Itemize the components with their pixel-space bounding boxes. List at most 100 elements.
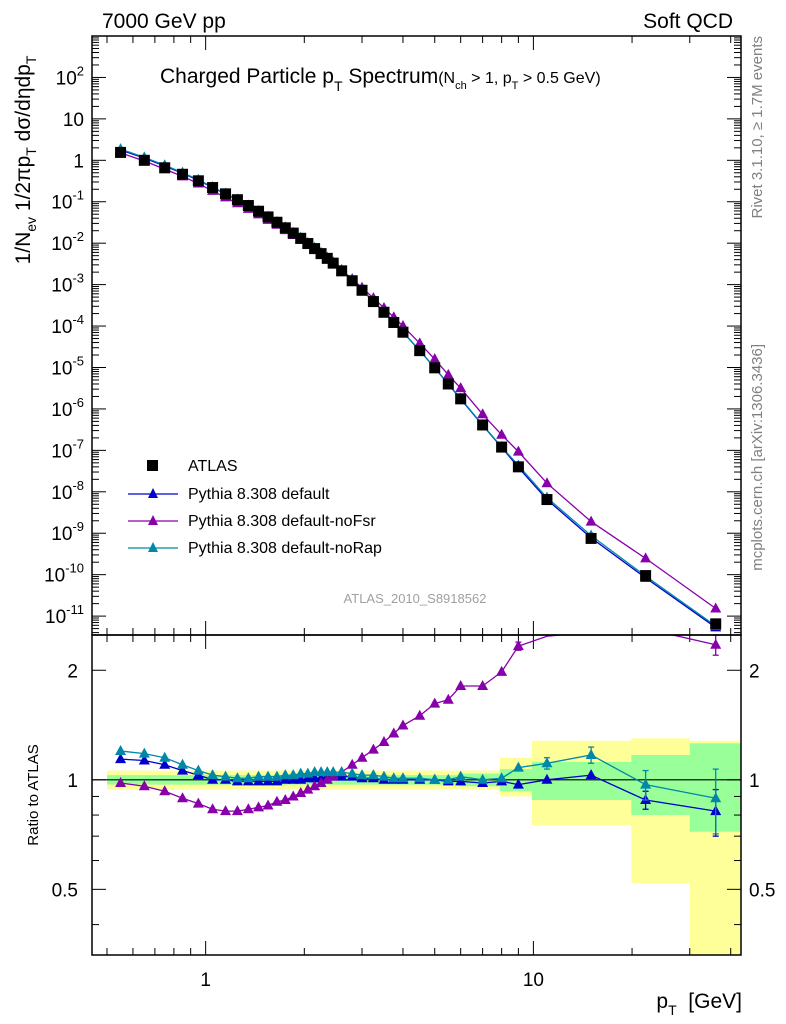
data-point: [442, 378, 454, 390]
ratio-series-marker-1: [356, 751, 368, 762]
title-cond-a-sub: ch: [455, 80, 467, 92]
x-axis-label: pT [GeV]: [656, 990, 742, 1018]
ratio-series-marker-1: [242, 803, 254, 814]
legend-marker-default: [148, 488, 158, 498]
ratio-series-marker-1: [231, 805, 243, 816]
ratio-series-marker-1: [512, 640, 524, 651]
upper-y-tick-label: 10-1: [51, 188, 84, 214]
ratio-series-marker-2: [336, 766, 348, 777]
ratio-series-marker-1: [115, 776, 127, 787]
data-point: [262, 211, 274, 223]
lower-y-tick-label: 0.5: [52, 880, 78, 901]
title-main-tail: Spectrum: [343, 65, 439, 88]
data-point: [220, 188, 232, 200]
analysis-watermark: ATLAS_2010_S8918562: [344, 591, 487, 606]
x-axis-label-main: p: [656, 990, 668, 1013]
lower-y-axis-label: Ratio to ATLAS: [25, 744, 42, 845]
ratio-series-marker-2: [585, 748, 597, 759]
data-point: [378, 306, 390, 318]
upper-y-tick-label: 10-11: [45, 602, 84, 628]
data-point: [477, 419, 489, 431]
ratio-series-marker-2: [207, 769, 219, 780]
ratio-series-marker-2: [397, 772, 409, 783]
data-point: [541, 494, 553, 506]
legend-marker-nofsr: [148, 515, 158, 525]
ratio-series-marker-2: [442, 773, 454, 784]
ratio-series-marker-1: [414, 709, 426, 720]
legend-label-nofsr: Pythia 8.308 default-noFsr: [188, 513, 376, 530]
data-point: [321, 252, 333, 264]
tick-labels: 1 10 102 10 1 10-1 10-2 10-3 10-4 10-5 10-6 10-7 10-…: [44, 63, 775, 991]
ratio-series-marker-2: [271, 770, 283, 781]
upper-y-tick-label: 1: [73, 151, 84, 172]
data-point: [512, 461, 524, 473]
data-point: [455, 393, 467, 405]
ratio-series-marker-1: [177, 792, 189, 803]
data-point: [496, 441, 508, 453]
header-left: 7000 GeV pp: [102, 10, 226, 33]
title-main: Charged Particle p: [160, 65, 334, 88]
ratio-series-marker-1: [397, 719, 409, 730]
upper-series: [115, 143, 722, 632]
upper-series-marker-1: [585, 515, 597, 526]
plot-title: Charged Particle pT Spectrum(Nch > 1, pT…: [160, 65, 601, 94]
data-point: [356, 284, 368, 296]
lower-y-tick-label-right: 0.5: [749, 880, 775, 901]
ratio-series-marker-1: [287, 790, 299, 801]
upper-y-tick-label: 10-5: [51, 353, 84, 379]
ratio-series-marker-1: [477, 680, 489, 691]
ratio-series-marker-2: [455, 770, 467, 781]
ratio-series-marker-2: [262, 770, 274, 781]
data-point: [710, 618, 722, 630]
upper-series-marker-1: [477, 408, 489, 419]
legend-label-atlas: ATLAS: [188, 458, 238, 475]
ratio-series-marker-1: [159, 785, 171, 796]
data-point: [367, 296, 379, 308]
title-cond-a: (N: [438, 70, 455, 87]
ratio-series-marker-0: [115, 753, 127, 764]
data-point: [640, 570, 652, 582]
data-point: [207, 182, 219, 194]
ratio-series-marker-2: [541, 757, 553, 768]
ratio-series-marker-1: [220, 805, 232, 816]
data-point: [287, 227, 299, 239]
ratio-series-marker-1: [271, 795, 283, 806]
upper-y-tick-label: 10-4: [51, 312, 84, 338]
x-axis-label-sub: T: [668, 1002, 677, 1018]
ratio-series-marker-2: [279, 769, 291, 780]
title-cond-c: > 0.5 GeV): [518, 70, 600, 87]
data-point: [242, 200, 254, 212]
data-point: [309, 243, 321, 255]
x-tick-label: 1: [200, 970, 211, 991]
ratio-series-marker-0: [138, 754, 150, 765]
header-right: Soft QCD: [643, 10, 733, 33]
ratio-series-marker-1: [367, 743, 379, 754]
ratio-series-marker-1: [302, 783, 314, 794]
data-point: [159, 162, 171, 174]
ratio-series-marker-1: [295, 786, 307, 797]
data-point: [115, 146, 127, 158]
ratio-series-marker-1: [496, 665, 508, 676]
ratio-series-marker-2: [429, 773, 441, 784]
ratio-series-marker-2: [414, 772, 426, 783]
ratio-series-marker-1: [192, 797, 204, 808]
ratio-series-marker-2: [115, 744, 127, 755]
ratio-series-marker-2: [388, 772, 400, 783]
upper-series-marker-1: [541, 477, 553, 488]
ratio-series-marker-2: [356, 769, 368, 780]
lower-y-tick-label: 2: [67, 661, 78, 682]
ratio-series-marker-2: [327, 766, 339, 777]
data-point: [315, 248, 327, 260]
upper-series-marker-1: [512, 445, 524, 456]
legend-marker-atlas: [147, 460, 158, 471]
upper-y-tick-label: 102: [56, 63, 84, 89]
x-tick-label: 10: [523, 970, 544, 991]
ratio-series-marker-1: [429, 697, 441, 708]
legend: ATLAS Pythia 8.308 default Pythia 8.308 …: [128, 458, 382, 557]
ratio-series-marker-0: [159, 758, 171, 769]
ratio-series-marker-2: [192, 764, 204, 775]
ratio-series-marker-0: [585, 769, 597, 780]
ratio-series-marker-2: [477, 773, 489, 784]
ratio-series-marker-2: [640, 778, 652, 789]
